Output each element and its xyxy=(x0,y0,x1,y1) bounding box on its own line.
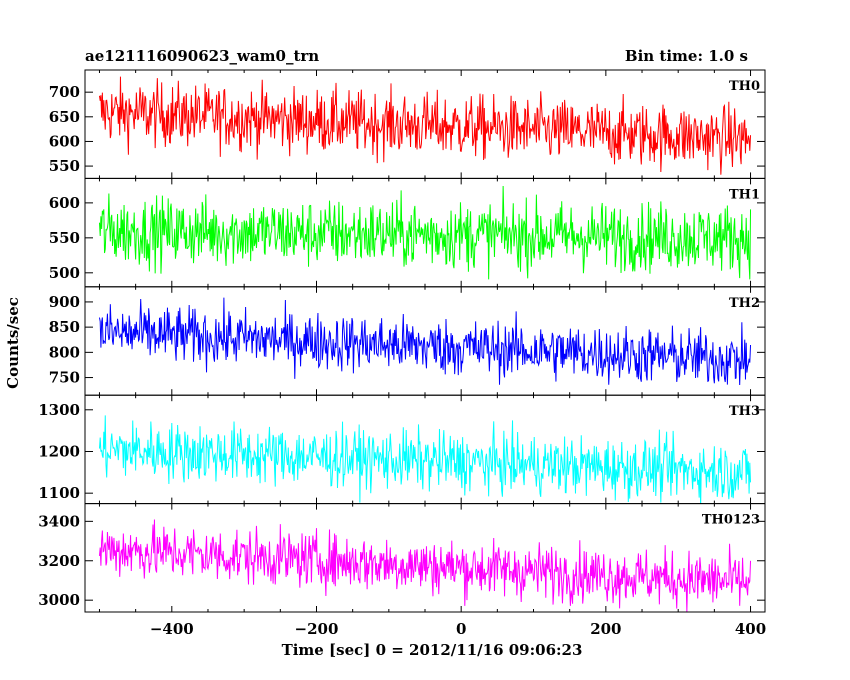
panel-group: 550 600 650 700 TH0 500 550 600 TH1 750 800 850 900 T… xyxy=(38,69,766,638)
y-tick-label: 650 xyxy=(49,108,80,126)
panel-label-th2: TH2 xyxy=(729,296,760,311)
series-line-th3 xyxy=(98,415,752,504)
y-tick-label: 3400 xyxy=(38,512,80,530)
y-tick-label: 1200 xyxy=(38,442,80,460)
panel-label-th1: TH1 xyxy=(729,187,760,202)
x-tick-label: −200 xyxy=(295,620,339,638)
y-tick-label: 800 xyxy=(49,343,80,361)
series-line-th0123 xyxy=(98,519,752,612)
series-line-th1 xyxy=(98,185,752,280)
panel-label-th3: TH3 xyxy=(729,404,760,419)
chart-title-left: ae121116090623_wam0_trn xyxy=(85,47,319,65)
y-tick-label: 900 xyxy=(49,293,80,311)
x-tick-label: 0 xyxy=(456,620,466,638)
x-tick-label: 400 xyxy=(735,620,766,638)
y-tick-label: 750 xyxy=(49,369,80,387)
y-tick-label: 600 xyxy=(49,194,80,212)
y-tick-label: 700 xyxy=(49,83,80,101)
y-tick-label: 600 xyxy=(49,132,80,150)
y-tick-label: 550 xyxy=(49,157,80,175)
series-line-th0 xyxy=(98,76,752,175)
y-tick-label: 500 xyxy=(49,264,80,282)
panel-label-th0123: TH0123 xyxy=(702,513,760,528)
x-axis-label: Time [sec] 0 = 2012/11/16 09:06:23 xyxy=(282,641,583,659)
y-tick-label: 3000 xyxy=(38,591,80,609)
panel-label-th0: TH0 xyxy=(729,79,760,94)
series-line-th2 xyxy=(98,297,752,386)
y-axis-label: Counts/sec xyxy=(4,297,22,389)
y-tick-label: 1100 xyxy=(38,484,80,502)
y-tick-label: 550 xyxy=(49,229,80,247)
y-tick-label: 850 xyxy=(49,318,80,336)
chart-title-right: Bin time: 1.0 s xyxy=(625,47,748,65)
x-tick-label: −400 xyxy=(150,620,194,638)
y-tick-label: 1300 xyxy=(38,401,80,419)
x-tick-label: 200 xyxy=(590,620,621,638)
y-tick-label: 3200 xyxy=(38,552,80,570)
